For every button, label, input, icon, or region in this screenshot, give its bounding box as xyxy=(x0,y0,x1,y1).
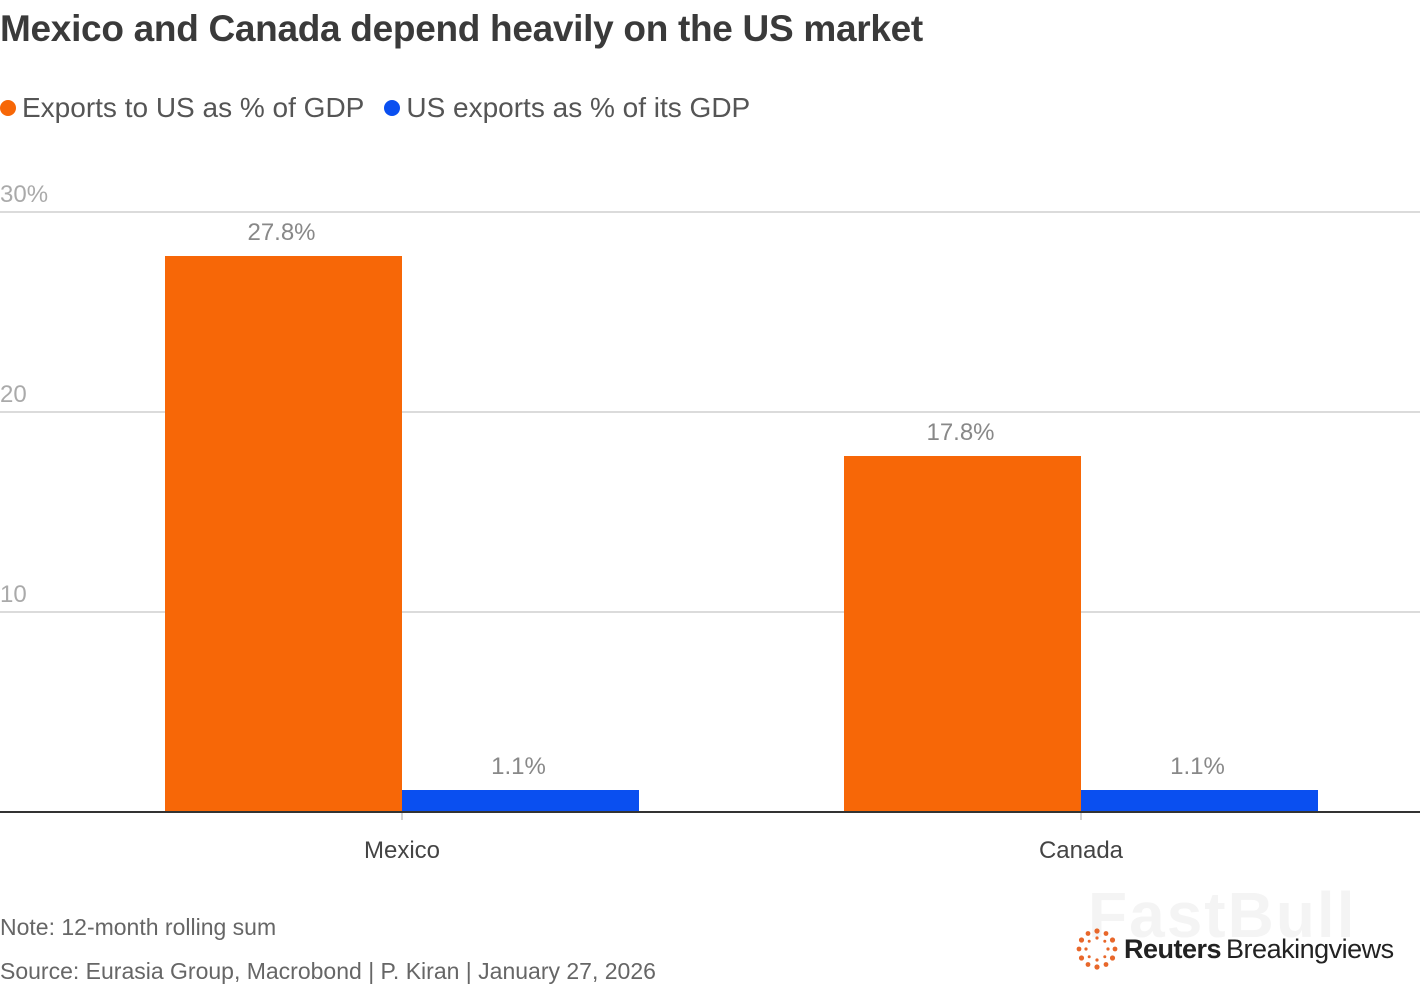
chart-note: Note: 12-month rolling sum xyxy=(0,914,277,940)
y-tick-label: 20 xyxy=(0,381,27,408)
bar-mexico-series-1 xyxy=(402,790,639,812)
watermark: FastBull xyxy=(1088,879,1357,951)
bar-mexico-series-0 xyxy=(165,256,402,812)
data-label: 27.8% xyxy=(247,219,315,246)
legend-item-exports-to-us: Exports to US as % of GDP xyxy=(0,92,364,124)
legend-dot-blue xyxy=(384,100,401,116)
data-label: 1.1% xyxy=(491,753,546,780)
bar-canada-series-0 xyxy=(844,456,1081,812)
legend-dot-orange xyxy=(0,100,16,116)
chart-source: Source: Eurasia Group, Macrobond | P. Ki… xyxy=(0,958,656,984)
reuters-breakingviews-logo: Reuters Breakingviews xyxy=(1076,928,1394,970)
legend-label: Exports to US as % of GDP xyxy=(22,92,365,123)
x-tick-label: Mexico xyxy=(364,837,440,864)
data-label: 1.1% xyxy=(1170,753,1225,780)
logo-text-reuters: Reuters xyxy=(1124,933,1222,964)
y-tick-label: 10 xyxy=(0,581,27,608)
bar-canada-series-1 xyxy=(1081,790,1318,812)
y-tick-label: 30% xyxy=(0,181,48,208)
data-label: 17.8% xyxy=(926,419,994,446)
reuters-logo-icon xyxy=(1076,928,1118,970)
chart-title: Mexico and Canada depend heavily on the … xyxy=(0,8,923,49)
legend-label: US exports as % of its GDP xyxy=(406,92,751,123)
x-tick-label: Canada xyxy=(1039,837,1124,864)
legend: Exports to US as % of GDP US exports as … xyxy=(0,92,770,124)
bar-chart: 10 20 30% 27.8% 1.1% Mexico 17.8% 1.1% Canada xyxy=(0,181,1420,864)
legend-item-us-exports: US exports as % of its GDP xyxy=(384,92,750,124)
logo-text-breakingviews: Breakingviews xyxy=(1226,933,1394,964)
